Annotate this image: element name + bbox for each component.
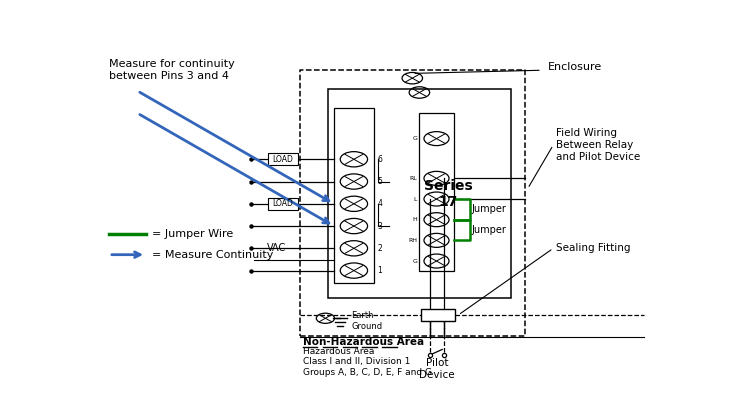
Text: G: G xyxy=(412,136,417,141)
Text: Field Wiring
Between Relay
and Pilot Device: Field Wiring Between Relay and Pilot Dev… xyxy=(556,128,640,161)
Text: Sealing Fitting: Sealing Fitting xyxy=(556,243,631,253)
Text: Hazardous Area
Class I and II, Division 1
Groups A, B, C, D, E, F and G: Hazardous Area Class I and II, Division … xyxy=(303,347,431,377)
Bar xyxy=(329,89,511,298)
Text: 4: 4 xyxy=(377,199,382,208)
Text: 3: 3 xyxy=(377,221,382,230)
Text: Non-Hazardous Area: Non-Hazardous Area xyxy=(303,337,424,347)
Text: Enclosure: Enclosure xyxy=(548,62,602,72)
Text: H: H xyxy=(412,217,417,222)
Text: VAC: VAC xyxy=(268,243,287,253)
Text: Jumper: Jumper xyxy=(472,204,506,214)
Text: Jumper: Jumper xyxy=(472,225,506,235)
Text: RH: RH xyxy=(408,238,417,243)
Text: Measure for continuity
between Pins 3 and 4: Measure for continuity between Pins 3 an… xyxy=(109,59,234,81)
Bar xyxy=(268,198,298,210)
Bar xyxy=(420,113,453,271)
Text: Earth
Ground: Earth Ground xyxy=(351,311,382,330)
Text: Series
17: Series 17 xyxy=(423,179,473,209)
Text: 1: 1 xyxy=(377,266,382,275)
Text: = Measure Continuity: = Measure Continuity xyxy=(151,250,273,260)
Text: 6: 6 xyxy=(377,155,382,164)
Text: LOAD: LOAD xyxy=(272,199,293,208)
Text: LOAD: LOAD xyxy=(272,155,293,164)
Text: = Jumper Wire: = Jumper Wire xyxy=(151,229,233,239)
Text: 2: 2 xyxy=(377,244,382,253)
Text: G: G xyxy=(412,259,417,263)
Bar xyxy=(268,153,298,165)
Bar xyxy=(334,108,374,283)
Text: 5: 5 xyxy=(377,177,382,186)
Text: L: L xyxy=(414,197,417,202)
Text: Pilot
Device: Pilot Device xyxy=(419,358,455,380)
Bar xyxy=(421,309,455,321)
Text: RL: RL xyxy=(409,176,417,181)
